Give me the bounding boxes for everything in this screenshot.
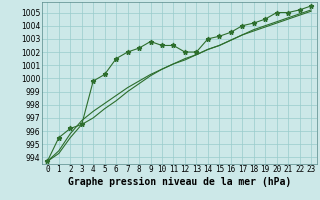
X-axis label: Graphe pression niveau de la mer (hPa): Graphe pression niveau de la mer (hPa) (68, 177, 291, 187)
